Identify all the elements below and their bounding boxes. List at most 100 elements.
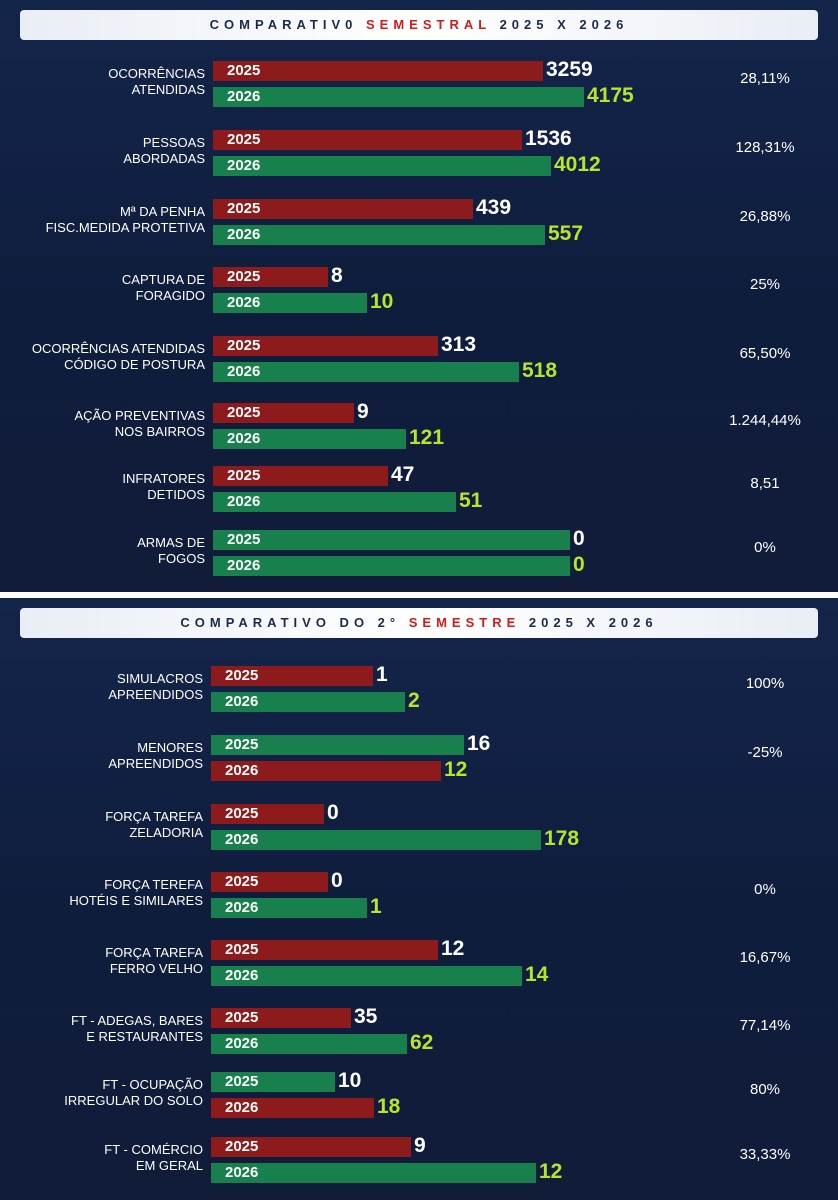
bar-year: 2026: [225, 1099, 259, 1116]
label-line: SIMULACROS: [117, 671, 203, 686]
bar-value: 35: [354, 1005, 378, 1028]
label-line: ATENDIDAS: [131, 82, 205, 97]
label-line: PESSOAS: [142, 135, 205, 150]
bar-value: 518: [522, 359, 558, 382]
bar-value: 62: [410, 1031, 434, 1054]
row-label: FORÇA TAREFA ZELADORIA: [0, 809, 203, 841]
bar-value: 0: [573, 553, 585, 576]
change-percent: 80%: [749, 1081, 781, 1098]
panel-title: COMPARATIV0 SEMESTRAL 2025 X 2026: [20, 10, 818, 40]
bar-value: 313: [441, 333, 477, 356]
label-line: CÓDIGO DE POSTURA: [64, 357, 205, 372]
row-label: INFRATORES DETIDOS: [0, 471, 205, 503]
bar: [211, 1098, 374, 1118]
bar-value: 1: [370, 895, 382, 918]
change-percent: 33,33%: [739, 1146, 791, 1163]
row-label: CAPTURA DE FORAGIDO: [0, 272, 205, 304]
bar: [213, 466, 388, 486]
change-percent: 65,50%: [739, 345, 791, 362]
bar-year: 2025: [225, 873, 259, 890]
label-line: OCORRÊNCIAS ATENDIDAS: [31, 341, 205, 356]
label-line: NOS BAIRROS: [114, 424, 205, 439]
title-part: SEMESTRE: [408, 615, 521, 630]
bar: [211, 872, 328, 892]
label-line: FERRO VELHO: [109, 961, 203, 976]
bar-year: 2025: [225, 736, 259, 753]
label-line: DETIDOS: [147, 487, 205, 502]
row-label: MENORES APREENDIDOS: [0, 740, 203, 772]
panel-title: COMPARATIVO DO 2° SEMESTRE 2025 X 2026: [20, 608, 818, 638]
bar-year: 2026: [227, 294, 261, 311]
bar-year: 2026: [225, 967, 259, 984]
bar: [211, 692, 405, 712]
bar-value: 3259: [546, 58, 593, 81]
bar-year: 2026: [225, 762, 259, 779]
change-percent: 1.244,44%: [729, 412, 801, 429]
row-label: PESSOAS ABORDADAS: [0, 135, 205, 167]
row-label: ARMAS DE FOGOS: [0, 535, 205, 567]
row-label: FT - OCUPAÇÃO IRREGULAR DO SOLO: [0, 1077, 203, 1109]
change-percent: 100%: [745, 675, 785, 692]
label-line: FISC.MEDIDA PROTETIVA: [45, 220, 205, 235]
bar: [211, 830, 541, 850]
bar-value: 121: [409, 426, 445, 449]
change-percent: 28,11%: [740, 70, 790, 87]
bar-value: 12: [444, 758, 468, 781]
bar: [213, 429, 406, 449]
bar-year: 2026: [225, 693, 259, 710]
change-percent: 128,31%: [735, 139, 795, 156]
label-line: FT - OCUPAÇÃO: [102, 1077, 203, 1092]
bar-value: 4175: [587, 84, 634, 107]
label-line: FORÇA TAREFA: [105, 809, 203, 824]
label-line: ABORDADAS: [123, 151, 205, 166]
bar: [211, 761, 441, 781]
bar-year: 2026: [227, 157, 261, 174]
bar-year: 2025: [227, 200, 261, 217]
bar: [213, 492, 456, 512]
bar: [213, 130, 522, 150]
row-label: OCORRÊNCIAS ATENDIDAS: [0, 66, 205, 98]
label-line: APREENDIDOS: [108, 756, 203, 771]
row-label: FT - ADEGAS, BARES E RESTAURANTES: [0, 1013, 203, 1045]
bar-year: 2026: [227, 430, 261, 447]
row-label: FT - COMÉRCIO EM GERAL: [0, 1142, 203, 1174]
bar-year: 2026: [225, 831, 259, 848]
change-percent: 16,67%: [739, 949, 791, 966]
row-label: FORÇA TEREFA HOTÉIS E SIMILARES: [0, 877, 203, 909]
label-line: FORAGIDO: [135, 288, 205, 303]
change-percent: -25%: [747, 744, 783, 761]
bar-value: 0: [331, 869, 343, 892]
title-part: 2025 X: [499, 17, 571, 32]
bar: [213, 199, 473, 219]
bar: [213, 267, 328, 287]
label-line: ARMAS DE: [137, 535, 205, 550]
bar: [213, 293, 367, 313]
panel: COMPARATIV0 SEMESTRAL 2025 X 2026 OCORRÊN…: [0, 0, 838, 592]
bar: [213, 530, 570, 550]
bar: [211, 1137, 411, 1157]
label-line: IRREGULAR DO SOLO: [64, 1093, 203, 1108]
bar-year: 2026: [225, 1164, 259, 1181]
bar: [211, 966, 522, 986]
change-percent: 25%: [749, 276, 781, 293]
bar: [211, 1034, 407, 1054]
row-label: AÇÃO PREVENTIVAS NOS BAIRROS: [0, 408, 205, 440]
label-line: OCORRÊNCIAS: [108, 66, 205, 81]
bar-value: 557: [548, 222, 584, 245]
bar: [213, 336, 438, 356]
bar-year: 2026: [227, 557, 261, 574]
label-line: FT - ADEGAS, BARES: [71, 1013, 203, 1028]
bar-year: 2026: [225, 899, 259, 916]
bar: [211, 804, 324, 824]
bar: [211, 940, 438, 960]
bar: [213, 403, 354, 423]
bar-value: 1: [376, 663, 388, 686]
change-percent: 0%: [754, 881, 776, 898]
title-part: COMPARATIVO DO 2°: [180, 615, 401, 630]
bar-value: 2: [408, 689, 420, 712]
bar-value: 10: [338, 1069, 362, 1092]
change-percent: 0%: [754, 539, 776, 556]
bar-value: 47: [391, 463, 415, 486]
bar-value: 0: [573, 527, 585, 550]
bar: [213, 225, 545, 245]
